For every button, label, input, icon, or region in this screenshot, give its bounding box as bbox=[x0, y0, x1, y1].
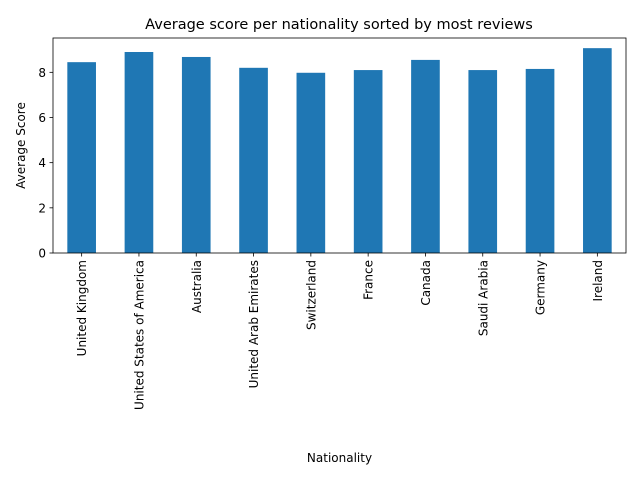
bar-united-arab-emirates bbox=[239, 67, 268, 254]
bar-ireland bbox=[583, 48, 612, 254]
y-tick-label: 8 bbox=[38, 66, 46, 80]
x-axis-label: Nationality bbox=[307, 451, 372, 465]
x-tick-label: Canada bbox=[419, 260, 433, 306]
x-tick-label: Ireland bbox=[591, 260, 605, 302]
x-tick-label: Australia bbox=[190, 260, 204, 313]
bar-france bbox=[353, 70, 383, 253]
bar-germany bbox=[525, 68, 555, 253]
x-tick-label: Saudi Arabia bbox=[476, 260, 490, 336]
y-tick-label: 2 bbox=[38, 201, 46, 215]
x-tick-label: United Arab Emirates bbox=[247, 260, 261, 388]
x-tick-label: Switzerland bbox=[304, 260, 318, 330]
y-axis: 0 2 4 6 8 bbox=[38, 66, 53, 261]
x-tick-label: France bbox=[362, 260, 376, 300]
x-axis: United Kingdom United States of America Au… bbox=[75, 253, 605, 410]
x-tick-label: Germany bbox=[534, 260, 548, 315]
bar-canada bbox=[411, 59, 440, 254]
bar-australia bbox=[181, 56, 211, 254]
x-tick-label: United Kingdom bbox=[75, 260, 89, 356]
y-axis-label: Average Score bbox=[14, 102, 28, 189]
bar-united-states-of-america bbox=[124, 52, 154, 253]
bar-switzerland bbox=[296, 72, 326, 253]
bar-united-kingdom bbox=[67, 62, 96, 253]
plot-frame bbox=[52, 37, 627, 254]
y-tick-label: 6 bbox=[38, 111, 46, 125]
y-tick-label: 0 bbox=[38, 247, 46, 261]
y-tick-label: 4 bbox=[38, 156, 46, 170]
bars-group bbox=[67, 48, 612, 254]
chart-title: Average score per nationality sorted by … bbox=[145, 17, 533, 33]
x-tick-label: United States of America bbox=[132, 260, 146, 410]
bar-saudi-arabia bbox=[468, 70, 498, 253]
